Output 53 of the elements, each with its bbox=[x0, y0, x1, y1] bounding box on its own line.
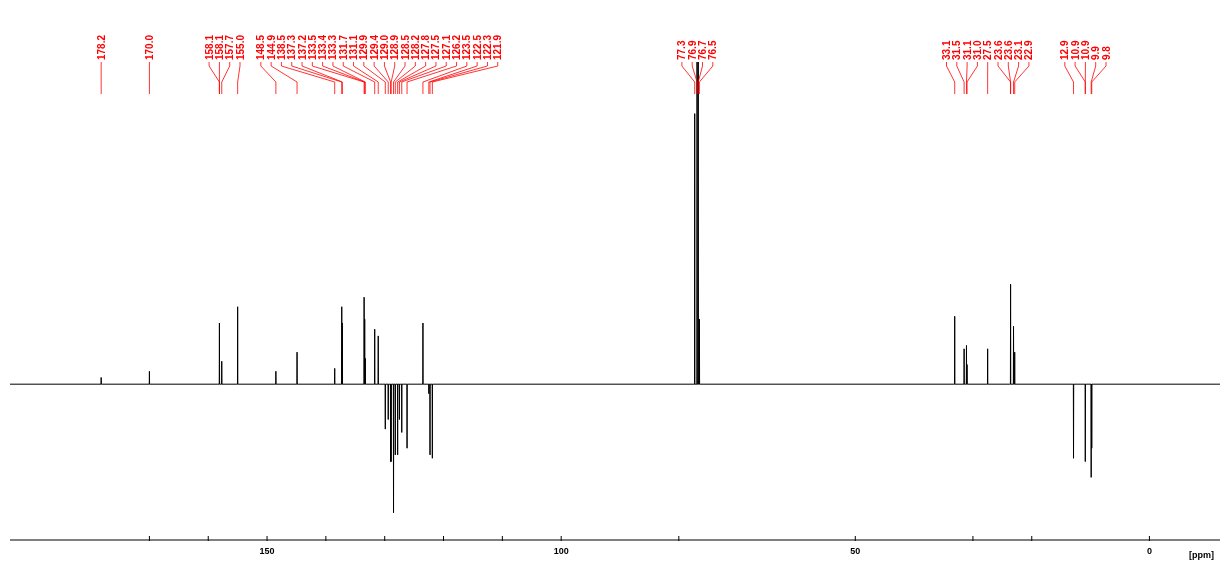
annotation: 128.2 bbox=[409, 34, 421, 60]
annotation: 155.0 bbox=[234, 34, 246, 60]
annotation: 133.3 bbox=[327, 34, 339, 60]
annotation: 10.9 bbox=[1079, 40, 1091, 60]
annotation: 122.3 bbox=[481, 34, 493, 60]
annotation: 23.6 bbox=[992, 40, 1004, 60]
annotation: 127.5 bbox=[430, 34, 442, 60]
annotation: 137.2 bbox=[296, 34, 308, 60]
annotation: 121.9 bbox=[492, 34, 504, 60]
annotation: 23.1 bbox=[1013, 40, 1025, 60]
annotation: 22.9 bbox=[1023, 40, 1035, 60]
x-tick-label: 150 bbox=[259, 546, 275, 556]
annotation: 76.7 bbox=[697, 40, 708, 60]
annotation: 76.9 bbox=[686, 40, 698, 60]
x-tick-label: 50 bbox=[850, 546, 861, 556]
annotation: 131.7 bbox=[337, 34, 349, 60]
annotation: 158.1 bbox=[203, 34, 215, 60]
annotation: 131.1 bbox=[348, 34, 360, 60]
annotation: 10.9 bbox=[1069, 40, 1081, 60]
annotation: 170.0 bbox=[143, 34, 155, 60]
annotation: 158.1 bbox=[213, 34, 225, 60]
annotation: 129.9 bbox=[358, 34, 370, 60]
annotation: 127.1 bbox=[440, 34, 452, 60]
annotation: 126.2 bbox=[451, 34, 463, 60]
annotation: 144.9 bbox=[265, 34, 277, 60]
x-axis-title: [ppm] bbox=[1189, 550, 1214, 560]
annotation: 129.0 bbox=[378, 34, 390, 60]
annotation: 76.5 bbox=[707, 40, 719, 60]
annotation: 12.9 bbox=[1059, 40, 1071, 60]
annotation: 27.5 bbox=[982, 40, 994, 60]
x-tick-label: 100 bbox=[553, 546, 569, 556]
annotation: 122.5 bbox=[471, 34, 483, 60]
annotation: 129.4 bbox=[368, 34, 380, 60]
annotation: 178.2 bbox=[95, 34, 107, 60]
annotation: 137.3 bbox=[286, 34, 298, 60]
annotation: 33.1 bbox=[941, 40, 953, 60]
annotation: 128.5 bbox=[399, 34, 411, 60]
annotation: 133.5 bbox=[306, 34, 318, 60]
annotation: 9.9 bbox=[1090, 45, 1102, 60]
annotation: 31.1 bbox=[961, 40, 973, 60]
annotation: 157.7 bbox=[224, 34, 236, 60]
annotation: 123.5 bbox=[461, 34, 473, 60]
annotation: 127.8 bbox=[420, 34, 432, 60]
annotation: 148.5 bbox=[255, 34, 267, 60]
annotation: 23.6 bbox=[1002, 40, 1014, 60]
annotation: 77.3 bbox=[676, 40, 688, 60]
annotation: 31.5 bbox=[951, 40, 963, 60]
annotation: 9.8 bbox=[1100, 45, 1112, 60]
annotation: 133.4 bbox=[317, 34, 329, 60]
annotation: 138.5 bbox=[275, 34, 287, 60]
annotation: 31.0 bbox=[971, 40, 983, 60]
annotation: 128.9 bbox=[389, 34, 401, 60]
x-tick-label: 0 bbox=[1146, 546, 1152, 556]
